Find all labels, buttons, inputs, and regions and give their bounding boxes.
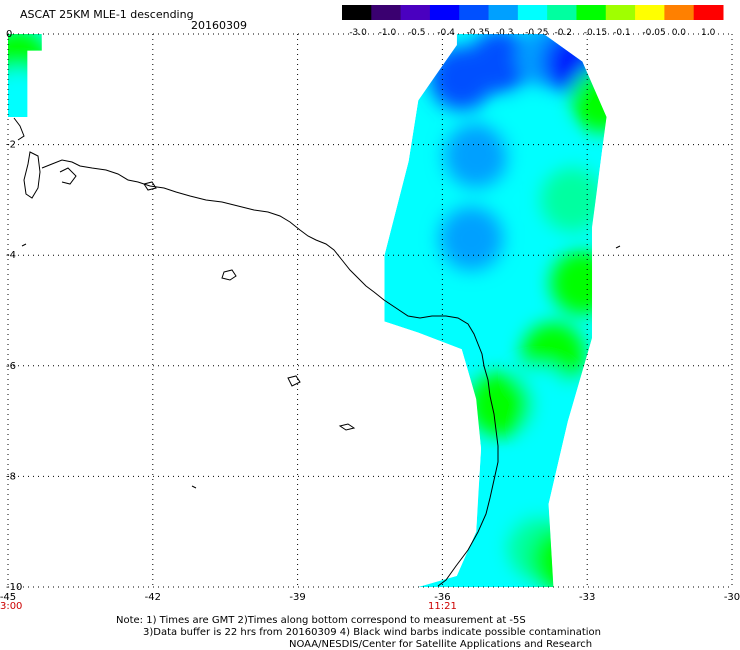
- y-tick-label: -10: [6, 582, 22, 593]
- y-tick-label: 0: [6, 29, 12, 40]
- colorbar-tick-label: -0.35: [467, 28, 490, 38]
- y-tick-label: -4: [6, 250, 16, 261]
- colorbar-swatch: [400, 5, 431, 20]
- swath-level-blob: [477, 466, 542, 531]
- x-tick-label: -30: [724, 592, 740, 603]
- colorbar-tick-label: -3.0: [349, 28, 367, 38]
- coastline-layer: [13, 117, 621, 587]
- colorbar-tick-label: -0.05: [642, 28, 665, 38]
- grid-layer: [7, 33, 733, 588]
- colorbar-tick-label: 0.0: [672, 28, 687, 38]
- colorbar-swatch: [459, 5, 490, 20]
- swath-west-edge: [8, 34, 42, 117]
- y-tick-label: -2: [6, 140, 16, 151]
- coastline-marajo-island: [23, 151, 41, 199]
- coastline-island-3: [338, 423, 356, 431]
- colorbar-tick-label: -0.2: [554, 28, 572, 38]
- colorbar-tick-label: 1.0: [701, 28, 716, 38]
- x-tick-label: -36: [434, 592, 450, 603]
- coastline-island-7: [615, 245, 621, 249]
- swath-level-blob: [531, 527, 596, 587]
- swath-base: [384, 34, 607, 587]
- x-tick-label: -39: [289, 592, 305, 603]
- swath-level-blob: [569, 68, 607, 133]
- colorbar: -3.0 -1.0 -0.5 -0.4 -0.35 -0.3 -0.25 -0.2 -0.15-…: [342, 5, 724, 38]
- note-line-3: NOAA/NESDIS/Center for Satellite Applica…: [289, 639, 593, 650]
- colorbar-tick-label: -0.5: [408, 28, 426, 38]
- swath-level-blob: [540, 167, 605, 232]
- colorbar-tick-label: -1.0: [379, 28, 397, 38]
- data-swath-layer: [8, 34, 607, 587]
- coastline-inlet-1: [13, 117, 25, 141]
- colorbar-swatch: [488, 5, 519, 20]
- swath-level-blob: [468, 372, 533, 437]
- coastline-island-5: [21, 243, 27, 247]
- coastline-inlet-2: [59, 167, 77, 185]
- chart-date: 20160309: [191, 19, 247, 32]
- colorbar-swatch: [635, 5, 665, 20]
- coastline-island-1: [221, 269, 237, 281]
- y-tick-label: -6: [6, 361, 16, 372]
- colorbar-tick-label: -0.3: [496, 28, 514, 38]
- colorbar-tick-label: -0.25: [525, 28, 548, 38]
- note-line-2: 3)Data buffer is 22 hrs from 20160309 4)…: [143, 627, 601, 638]
- x-tick-label: -42: [145, 592, 161, 603]
- colorbar-swatch: [664, 5, 695, 20]
- y-tick-label: -8: [6, 471, 16, 482]
- swath-main: [384, 34, 607, 587]
- coastline-island-4: [191, 485, 197, 489]
- x-tick-label: -45: [0, 592, 16, 603]
- colorbar-tick-label: -0.15: [584, 28, 607, 38]
- time-label: 13:00: [0, 601, 22, 612]
- axis-layer: -45 -42 -39 -36 -33 -30 0 -2 -4 -6 -8 -10 13:00 11:21: [0, 29, 740, 612]
- swath-level-blob: [439, 206, 504, 271]
- colorbar-swatch: [429, 5, 460, 20]
- swath-level-blob: [8, 68, 42, 117]
- coastline-mainland: [41, 159, 499, 587]
- colorbar-swatch: [342, 5, 372, 20]
- note-line-1: Note: 1) Times are GMT 2)Times along bot…: [116, 615, 526, 626]
- coastline-island-2: [287, 375, 301, 387]
- swath-level-blob: [550, 250, 607, 315]
- swath-level-blob: [429, 46, 494, 111]
- chart-title: ASCAT 25KM MLE-1 descending: [20, 8, 194, 21]
- colorbar-swatch: [547, 5, 577, 20]
- time-label: 11:21: [428, 601, 457, 612]
- colorbar-tick-label: -0.4: [437, 28, 455, 38]
- colorbar-tick-label: -0.1: [613, 28, 631, 38]
- colorbar-swatch: [576, 5, 607, 20]
- swath-level-blob: [497, 96, 562, 161]
- swath-level-blob: [444, 123, 509, 188]
- x-tick-label: -33: [579, 592, 595, 603]
- colorbar-swatch: [693, 5, 724, 20]
- coastline-island-6: [143, 181, 157, 191]
- colorbar-swatch: [517, 5, 548, 20]
- colorbar-swatch: [371, 5, 402, 20]
- colorbar-swatch: [605, 5, 636, 20]
